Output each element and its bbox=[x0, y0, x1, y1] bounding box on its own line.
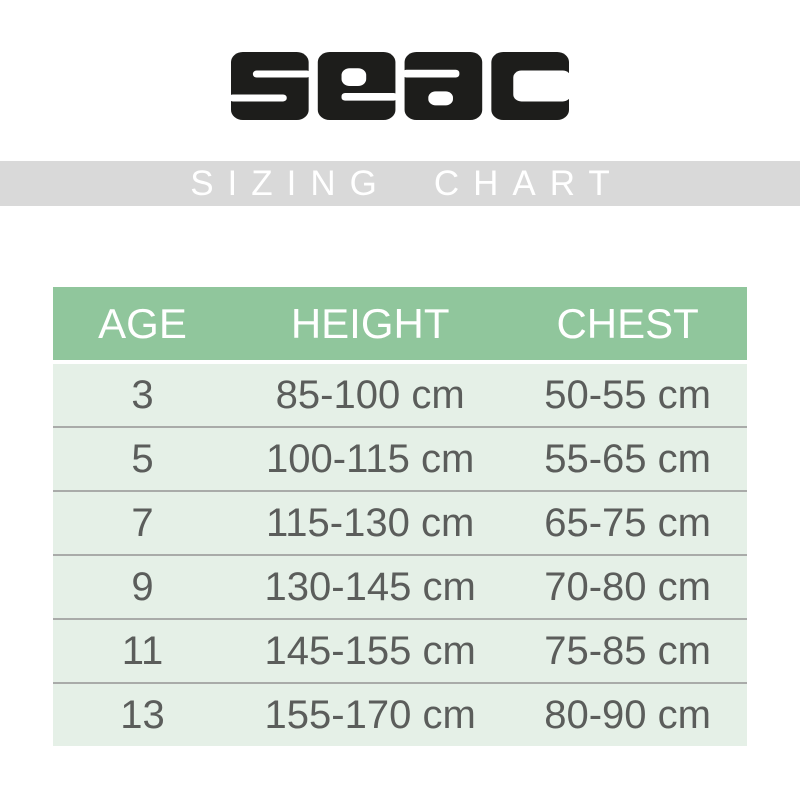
chest-value: 70-80 cm bbox=[544, 564, 711, 609]
height-value: 115-130 cm bbox=[266, 500, 475, 545]
logo-letter-a bbox=[402, 52, 483, 120]
table-row: 5 100-115 cm 55-65 cm bbox=[53, 426, 747, 490]
height-value: 155-170 cm bbox=[264, 692, 476, 737]
age-value: 7 bbox=[131, 500, 154, 545]
table-header-row: AGE HEIGHT CHEST bbox=[53, 287, 747, 360]
chest-value: 80-90 cm bbox=[544, 692, 711, 737]
age-value: 11 bbox=[121, 628, 164, 673]
height-value: 85-100 cm bbox=[275, 372, 465, 417]
banner-title: SIZING CHART bbox=[190, 163, 624, 203]
chest-value: 55-65 cm bbox=[544, 436, 711, 481]
height-value: 145-155 cm bbox=[264, 628, 476, 673]
logo-letter-c bbox=[491, 52, 569, 120]
height-value: 100-115 cm bbox=[266, 436, 475, 481]
logo-letter-s bbox=[231, 52, 311, 120]
age-value: 3 bbox=[131, 372, 154, 417]
table-row: 11 145-155 cm 75-85 cm bbox=[53, 618, 747, 682]
column-header-age: AGE bbox=[98, 299, 187, 347]
seac-logo bbox=[231, 52, 569, 120]
table-row: 13 155-170 cm 80-90 cm bbox=[53, 682, 747, 746]
age-value: 5 bbox=[131, 436, 154, 481]
table-row: 7 115-130 cm 65-75 cm bbox=[53, 490, 747, 554]
column-header-chest: CHEST bbox=[556, 299, 699, 347]
banner: SIZING CHART bbox=[0, 161, 800, 206]
logo-letter-e bbox=[317, 52, 398, 120]
table-body: 3 85-100 cm 50-55 cm 5 100-115 cm 55-65 … bbox=[53, 364, 747, 746]
table-row: 3 85-100 cm 50-55 cm bbox=[53, 364, 747, 426]
sizing-table: AGE HEIGHT CHEST 3 85-100 cm 50-55 cm 5 … bbox=[53, 287, 747, 746]
chest-value: 65-75 cm bbox=[544, 500, 711, 545]
chest-value: 75-85 cm bbox=[544, 628, 711, 673]
height-value: 130-145 cm bbox=[264, 564, 476, 609]
seac-logo-icon bbox=[231, 52, 569, 120]
column-header-height: HEIGHT bbox=[290, 299, 450, 347]
table-row: 9 130-145 cm 70-80 cm bbox=[53, 554, 747, 618]
age-value: 13 bbox=[120, 692, 165, 737]
chest-value: 50-55 cm bbox=[544, 372, 711, 417]
age-value: 9 bbox=[131, 564, 154, 609]
